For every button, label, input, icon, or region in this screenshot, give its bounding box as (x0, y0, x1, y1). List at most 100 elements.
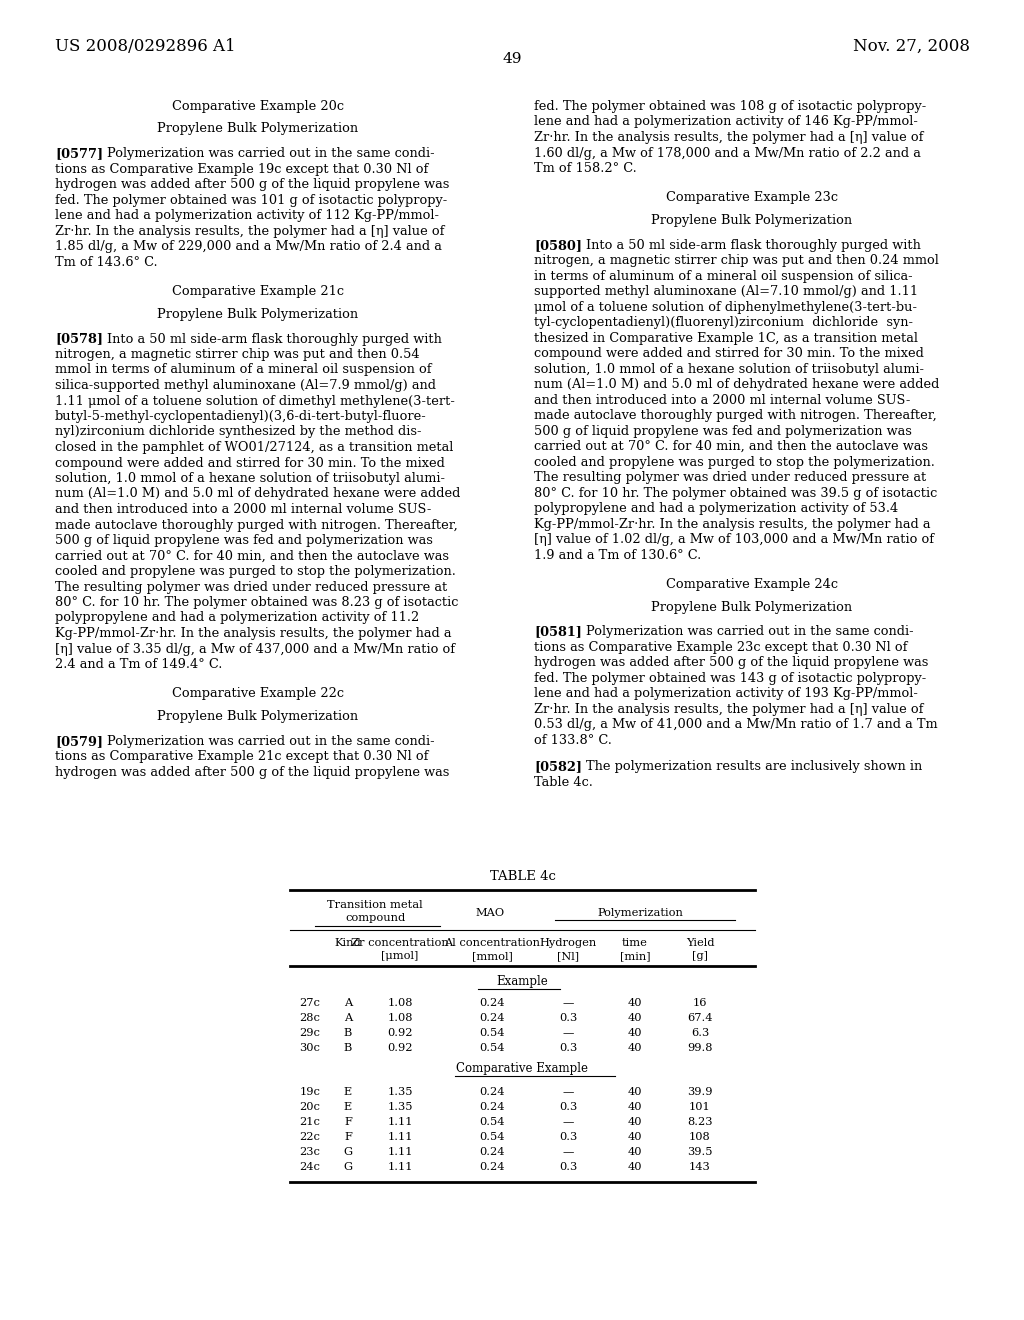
Text: lene and had a polymerization activity of 112 Kg-PP/mmol-: lene and had a polymerization activity o… (55, 210, 439, 222)
Text: 0.3: 0.3 (559, 1162, 578, 1172)
Text: 40: 40 (628, 1012, 642, 1023)
Text: Kind: Kind (335, 939, 361, 948)
Text: [0578]: [0578] (55, 333, 103, 346)
Text: 24c: 24c (300, 1162, 321, 1172)
Text: 21c: 21c (300, 1117, 321, 1127)
Text: fed. The polymer obtained was 101 g of isotactic polypropy-: fed. The polymer obtained was 101 g of i… (55, 194, 447, 207)
Text: solution, 1.0 mmol of a hexane solution of triisobutyl alumi-: solution, 1.0 mmol of a hexane solution … (534, 363, 924, 376)
Text: [0580]: [0580] (534, 239, 582, 252)
Text: 500 g of liquid propylene was fed and polymerization was: 500 g of liquid propylene was fed and po… (55, 535, 433, 546)
Text: Zr·hr. In the analysis results, the polymer had a [η] value of: Zr·hr. In the analysis results, the poly… (534, 131, 924, 144)
Text: 0.24: 0.24 (479, 1147, 505, 1158)
Text: nitrogen, a magnetic stirrer chip was put and then 0.24 mmol: nitrogen, a magnetic stirrer chip was pu… (534, 255, 939, 267)
Text: The resulting polymer was dried under reduced pressure at: The resulting polymer was dried under re… (534, 471, 927, 484)
Text: closed in the pamphlet of WO01/27124, as a transition metal: closed in the pamphlet of WO01/27124, as… (55, 441, 454, 454)
Text: 0.3: 0.3 (559, 1012, 578, 1023)
Text: 1.9 and a Tm of 130.6° C.: 1.9 and a Tm of 130.6° C. (534, 549, 701, 562)
Text: Transition metal: Transition metal (328, 900, 423, 909)
Text: TABLE 4c: TABLE 4c (489, 870, 555, 883)
Text: [g]: [g] (692, 950, 708, 961)
Text: 27c: 27c (300, 998, 321, 1008)
Text: polypropylene and had a polymerization activity of 11.2: polypropylene and had a polymerization a… (55, 611, 419, 624)
Text: tions as Comparative Example 19c except that 0.30 Nl of: tions as Comparative Example 19c except … (55, 162, 428, 176)
Text: 500 g of liquid propylene was fed and polymerization was: 500 g of liquid propylene was fed and po… (534, 425, 912, 438)
Text: 40: 40 (628, 1133, 642, 1142)
Text: The polymerization results are inclusively shown in: The polymerization results are inclusive… (586, 760, 923, 774)
Text: 40: 40 (628, 1086, 642, 1097)
Text: 40: 40 (628, 1043, 642, 1053)
Text: 1.08: 1.08 (387, 998, 413, 1008)
Text: supported methyl aluminoxane (Al=7.10 mmol/g) and 1.11: supported methyl aluminoxane (Al=7.10 mm… (534, 285, 919, 298)
Text: and then introduced into a 2000 ml internal volume SUS-: and then introduced into a 2000 ml inter… (55, 503, 431, 516)
Text: 0.24: 0.24 (479, 998, 505, 1008)
Text: 80° C. for 10 hr. The polymer obtained was 39.5 g of isotactic: 80° C. for 10 hr. The polymer obtained w… (534, 487, 937, 500)
Text: Nov. 27, 2008: Nov. 27, 2008 (853, 38, 970, 55)
Text: [mmol]: [mmol] (472, 950, 512, 961)
Text: Polymerization: Polymerization (597, 908, 683, 917)
Text: Comparative Example 20c: Comparative Example 20c (172, 100, 344, 114)
Text: —: — (562, 1147, 573, 1158)
Text: nitrogen, a magnetic stirrer chip was put and then 0.54: nitrogen, a magnetic stirrer chip was pu… (55, 348, 420, 360)
Text: 101: 101 (689, 1102, 711, 1111)
Text: 6.3: 6.3 (691, 1028, 710, 1038)
Text: 67.4: 67.4 (687, 1012, 713, 1023)
Text: 1.11: 1.11 (387, 1162, 413, 1172)
Text: MAO: MAO (475, 908, 505, 917)
Text: B: B (344, 1028, 352, 1038)
Text: 8.23: 8.23 (687, 1117, 713, 1127)
Text: 0.54: 0.54 (479, 1117, 505, 1127)
Text: hydrogen was added after 500 g of the liquid propylene was: hydrogen was added after 500 g of the li… (534, 656, 929, 669)
Text: 40: 40 (628, 1147, 642, 1158)
Text: Propylene Bulk Polymerization: Propylene Bulk Polymerization (158, 710, 358, 723)
Text: 16: 16 (693, 998, 708, 1008)
Text: Zr·hr. In the analysis results, the polymer had a [η] value of: Zr·hr. In the analysis results, the poly… (534, 704, 924, 715)
Text: 1.35: 1.35 (387, 1102, 413, 1111)
Text: 39.5: 39.5 (687, 1147, 713, 1158)
Text: Al concentration: Al concentration (444, 939, 540, 948)
Text: [0579]: [0579] (55, 735, 103, 747)
Text: F: F (344, 1117, 352, 1127)
Text: Table 4c.: Table 4c. (534, 776, 593, 789)
Text: lene and had a polymerization activity of 193 Kg-PP/mmol-: lene and had a polymerization activity o… (534, 688, 918, 701)
Text: 0.54: 0.54 (479, 1133, 505, 1142)
Text: polypropylene and had a polymerization activity of 53.4: polypropylene and had a polymerization a… (534, 502, 898, 515)
Text: Example: Example (497, 975, 549, 987)
Text: fed. The polymer obtained was 143 g of isotactic polypropy-: fed. The polymer obtained was 143 g of i… (534, 672, 927, 685)
Text: Comparative Example 23c: Comparative Example 23c (666, 191, 838, 205)
Text: 0.54: 0.54 (479, 1028, 505, 1038)
Text: cooled and propylene was purged to stop the polymerization.: cooled and propylene was purged to stop … (55, 565, 456, 578)
Text: 49: 49 (502, 51, 522, 66)
Text: 0.3: 0.3 (559, 1043, 578, 1053)
Text: mmol in terms of aluminum of a mineral oil suspension of: mmol in terms of aluminum of a mineral o… (55, 363, 431, 376)
Text: Kg-PP/mmol-Zr·hr. In the analysis results, the polymer had a: Kg-PP/mmol-Zr·hr. In the analysis result… (534, 517, 931, 531)
Text: Tm of 158.2° C.: Tm of 158.2° C. (534, 162, 637, 176)
Text: hydrogen was added after 500 g of the liquid propylene was: hydrogen was added after 500 g of the li… (55, 766, 450, 779)
Text: μmol of a toluene solution of diphenylmethylene(3-tert-bu-: μmol of a toluene solution of diphenylme… (534, 301, 918, 314)
Text: carried out at 70° C. for 40 min, and then the autoclave was: carried out at 70° C. for 40 min, and th… (534, 441, 928, 453)
Text: 0.24: 0.24 (479, 1012, 505, 1023)
Text: [0577]: [0577] (55, 148, 103, 160)
Text: 80° C. for 10 hr. The polymer obtained was 8.23 g of isotactic: 80° C. for 10 hr. The polymer obtained w… (55, 597, 459, 609)
Text: 1.11: 1.11 (387, 1133, 413, 1142)
Text: Polymerization was carried out in the same condi-: Polymerization was carried out in the sa… (586, 626, 913, 639)
Text: compound were added and stirred for 30 min. To the mixed: compound were added and stirred for 30 m… (534, 347, 924, 360)
Text: —: — (562, 998, 573, 1008)
Text: tions as Comparative Example 23c except that 0.30 Nl of: tions as Comparative Example 23c except … (534, 642, 907, 653)
Text: F: F (344, 1133, 352, 1142)
Text: 143: 143 (689, 1162, 711, 1172)
Text: cooled and propylene was purged to stop the polymerization.: cooled and propylene was purged to stop … (534, 455, 935, 469)
Text: fed. The polymer obtained was 108 g of isotactic polypropy-: fed. The polymer obtained was 108 g of i… (534, 100, 927, 114)
Text: B: B (344, 1043, 352, 1053)
Text: A: A (344, 1012, 352, 1023)
Text: thesized in Comparative Example 1C, as a transition metal: thesized in Comparative Example 1C, as a… (534, 331, 918, 345)
Text: Propylene Bulk Polymerization: Propylene Bulk Polymerization (158, 123, 358, 136)
Text: Zr concentration: Zr concentration (351, 939, 449, 948)
Text: [0581]: [0581] (534, 626, 582, 639)
Text: [Nl]: [Nl] (557, 950, 579, 961)
Text: 0.53 dl/g, a Mw of 41,000 and a Mw/Mn ratio of 1.7 and a Tm: 0.53 dl/g, a Mw of 41,000 and a Mw/Mn ra… (534, 718, 938, 731)
Text: Propylene Bulk Polymerization: Propylene Bulk Polymerization (651, 214, 853, 227)
Text: compound were added and stirred for 30 min. To the mixed: compound were added and stirred for 30 m… (55, 457, 444, 470)
Text: num (Al=1.0 M) and 5.0 ml of dehydrated hexane were added: num (Al=1.0 M) and 5.0 ml of dehydrated … (55, 487, 461, 500)
Text: Propylene Bulk Polymerization: Propylene Bulk Polymerization (651, 601, 853, 614)
Text: tions as Comparative Example 21c except that 0.30 Nl of: tions as Comparative Example 21c except … (55, 750, 428, 763)
